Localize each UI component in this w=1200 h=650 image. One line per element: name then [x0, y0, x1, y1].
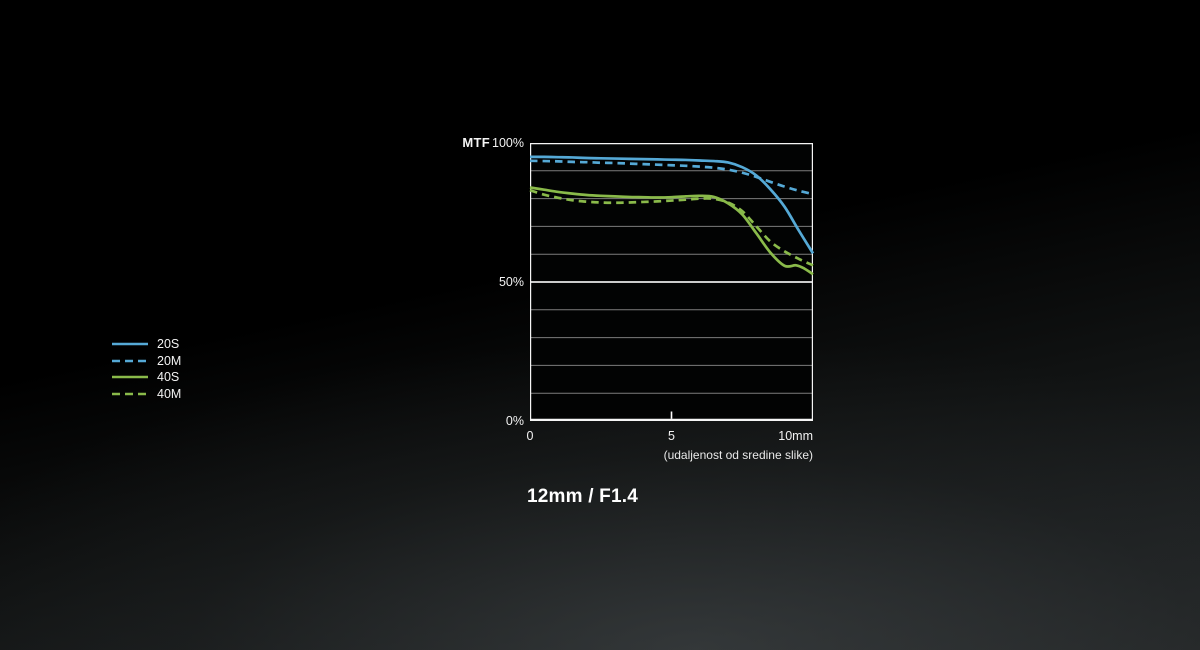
legend-item-20M: 20M — [112, 353, 181, 370]
legend-swatch-dashed-line-icon — [112, 359, 148, 363]
y-tick-label-0: 0% — [505, 414, 524, 428]
y-tick-label-50: 50% — [498, 275, 524, 289]
curve-20M — [529, 159, 814, 196]
curve-40S — [529, 186, 814, 276]
mtf-axis-title: MTF — [462, 135, 490, 150]
x-tick-label-5: 5 — [668, 429, 675, 443]
legend: 20S 20M 40S 40M — [112, 336, 181, 402]
x-tick-label-10: 10mm — [778, 429, 813, 443]
legend-swatch-dashed-line-icon — [112, 392, 148, 396]
legend-label: 20M — [157, 353, 182, 368]
chart-title: 12mm / F1.4 — [527, 486, 638, 507]
legend-label: 20S — [157, 337, 180, 352]
legend-item-40S: 40S — [112, 369, 181, 386]
curve-40M — [529, 188, 814, 267]
legend-label: 40M — [157, 386, 182, 401]
curve-20S — [529, 155, 815, 255]
legend-item-40M: 40M — [112, 386, 181, 403]
x-axis-caption: (udaljenost od sredine slike) — [663, 448, 813, 462]
legend-swatch-solid-line-icon — [112, 376, 148, 379]
legend-label: 40S — [157, 370, 180, 385]
x-tick-label-0: 0 — [526, 429, 534, 443]
y-tick-label-100: 100% — [492, 136, 524, 150]
legend-item-20S: 20S — [112, 336, 181, 353]
plot-area — [529, 143, 815, 421]
legend-swatch-solid-line-icon — [112, 342, 148, 346]
